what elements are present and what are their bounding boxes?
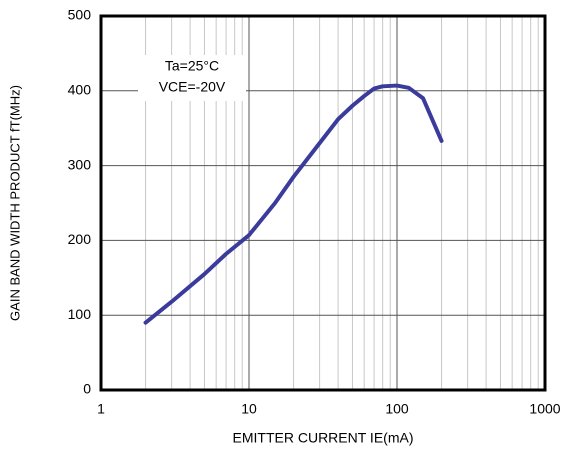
annotation: Ta=25°C [165, 58, 219, 74]
x-tick-label: 1 [97, 401, 105, 417]
x-tick-label: 1000 [529, 401, 560, 417]
plot-frame [99, 14, 547, 392]
y-tick-label: 500 [68, 7, 92, 23]
y-tick-label: 100 [68, 306, 92, 322]
x-tick-label: 100 [385, 401, 409, 417]
y-tick-label: 200 [68, 231, 92, 247]
x-tick-label: 10 [241, 401, 257, 417]
y-axis-label: GAIN BAND WIDTH PRODUCT fT(MHz) [7, 85, 22, 321]
x-axis-label: EMITTER CURRENT IE(mA) [233, 430, 414, 446]
data-line [143, 83, 444, 325]
annotation: VCE=-20V [159, 79, 226, 95]
y-tick-label: 0 [83, 381, 91, 397]
annotation-box [138, 55, 246, 101]
y-tick-label: 400 [68, 82, 92, 98]
y-tick-label: 300 [68, 156, 92, 172]
